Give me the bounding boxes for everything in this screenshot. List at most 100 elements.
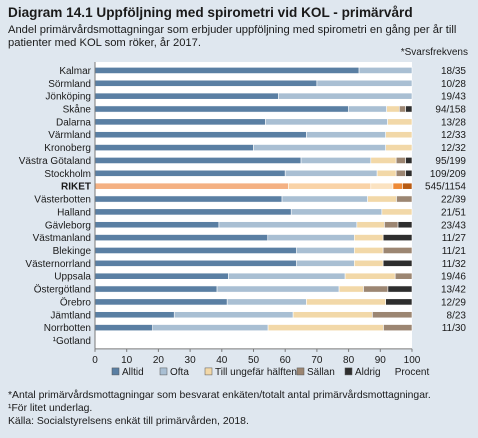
legend-swatch [111, 367, 120, 376]
response-rate-label: 12/33 [441, 130, 466, 141]
response-rate-label: 95/199 [435, 156, 466, 167]
response-rate-label: 22/39 [441, 195, 466, 206]
bar-segment [94, 208, 292, 216]
bar-segment [94, 144, 254, 151]
bar-segment [281, 195, 368, 203]
response-rate-label: 11/27 [442, 233, 467, 244]
bar-segment [94, 92, 279, 100]
bar-segment [395, 157, 406, 164]
bar-segment [370, 157, 397, 164]
bar-segment [381, 208, 413, 216]
legend-swatch [204, 367, 213, 376]
response-rate-label: 12/32 [441, 143, 466, 154]
response-rate-label: 11/21 [442, 246, 467, 257]
bar-segment [402, 182, 413, 190]
category-label: Östergötland [34, 284, 91, 296]
bar-segment [267, 324, 384, 332]
x-tick-label: 80 [343, 355, 355, 366]
footnote-source: Källa: Socialstyrelsens enkät till primä… [8, 416, 249, 428]
bar-segment [387, 285, 413, 293]
bar-segment [94, 234, 269, 242]
bar-segment [292, 311, 373, 319]
x-tick-label: 60 [280, 355, 292, 366]
bar-segment [354, 259, 384, 267]
bar-segment [354, 247, 384, 254]
bar-segment [395, 169, 406, 177]
bar-segment [387, 118, 413, 126]
bar-segment [383, 324, 413, 332]
bar-segment [386, 105, 400, 113]
x-tick-label: 70 [311, 355, 323, 366]
bar-segment [367, 195, 397, 203]
bar-segment [152, 324, 269, 332]
bar-segment [278, 92, 413, 100]
response-rate-header: *Svarsfrekvens [400, 47, 468, 58]
category-label: Gävleborg [45, 220, 91, 231]
x-tick-label: 100 [404, 355, 421, 366]
bar-segment [267, 234, 355, 242]
legend-swatch [159, 367, 168, 376]
bar-segment [94, 169, 286, 177]
response-rate-label: 21/51 [441, 207, 466, 218]
category-label: Halland [57, 207, 91, 218]
x-tick-label: 40 [216, 355, 228, 366]
category-label: Skåne [63, 104, 92, 116]
bar-segment [396, 195, 413, 203]
bar-segment [94, 157, 302, 164]
bar-segment [94, 285, 218, 293]
bar-segment [94, 298, 228, 306]
bar-segment [94, 67, 360, 74]
response-rate-label: 13/28 [441, 117, 466, 128]
response-rate-label: 12/29 [441, 297, 466, 308]
bar-segment [372, 311, 413, 319]
response-rate-label: 11/30 [442, 323, 467, 334]
category-label: Örebro [60, 296, 92, 308]
bar-segment [94, 247, 297, 254]
response-rate-label: 10/28 [441, 79, 466, 90]
category-label: Värmland [48, 130, 91, 141]
bar-segment [358, 67, 413, 74]
bar-segment [316, 79, 413, 87]
bar-segment [338, 285, 364, 293]
response-rate-label: 18/35 [441, 66, 466, 77]
category-label: Jönköping [45, 92, 91, 103]
bar-segment [405, 169, 413, 177]
bar-segment [290, 208, 383, 216]
bar-segment [385, 298, 413, 306]
bar-segment [288, 182, 372, 190]
bar-segment [399, 105, 406, 113]
category-label: Västra Götaland [19, 156, 91, 167]
chart-subtitle: Andel primärvårdsmottagningar som erbjud… [8, 24, 457, 49]
bar-segment [382, 259, 413, 267]
bar-segment [218, 221, 358, 229]
bar-segment [344, 272, 396, 280]
bar-segment [253, 144, 386, 151]
bar-segment [397, 221, 413, 229]
category-label: Jämtland [50, 310, 91, 321]
bar-segment [94, 324, 153, 332]
response-rate-label: 23/43 [441, 220, 466, 231]
legend-label: Ofta [170, 367, 189, 378]
legend-label: Alltid [122, 367, 144, 378]
x-tick-label: 30 [185, 355, 197, 366]
bar-segment [296, 259, 355, 267]
bar-segment [306, 131, 386, 139]
bar-segment [392, 182, 403, 190]
legend-swatch [344, 367, 353, 376]
response-rate-label: 8/23 [447, 310, 467, 321]
chart-title: Diagram 14.1 Uppföljning med spirometri … [8, 5, 413, 20]
footnote-response-rate: *Antal primärvårdsmottagningar som besva… [8, 390, 431, 401]
bar-segment [385, 131, 413, 139]
category-label: Norrbotten [44, 323, 91, 334]
bar-segment [363, 285, 389, 293]
bar-segment [382, 247, 413, 254]
category-label: Västerbotten [34, 195, 91, 206]
response-rate-label: 19/46 [441, 272, 466, 283]
category-label: Uppsala [54, 272, 91, 283]
x-tick-label: 90 [375, 355, 387, 366]
response-rate-label: 19/43 [441, 92, 466, 103]
bar-segment [296, 247, 355, 254]
category-label: ¹Gotland [53, 336, 91, 347]
category-label: Blekinge [53, 246, 92, 257]
